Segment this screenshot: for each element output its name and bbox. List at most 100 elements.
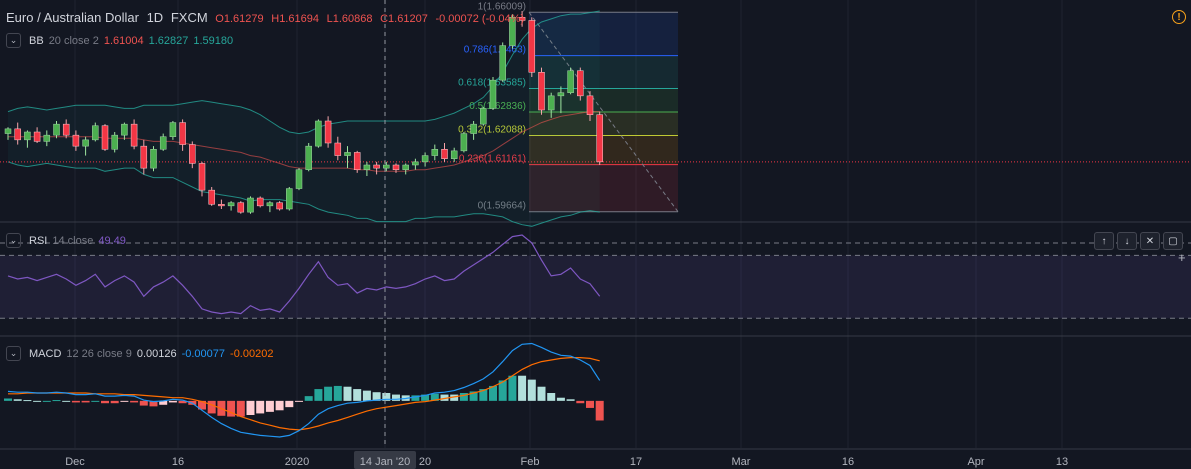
candle-body <box>53 123 60 136</box>
time-axis-label: 13 <box>1056 456 1068 468</box>
macd-histogram-bar <box>62 400 71 402</box>
candle-body <box>266 202 274 207</box>
fib-zone <box>529 135 678 165</box>
macd-histogram-bar <box>595 400 604 421</box>
macd-histogram-bar <box>246 400 255 415</box>
maximize-icon[interactable]: ▢ <box>1163 232 1183 250</box>
macd-signal-line <box>8 357 600 431</box>
chevron-down-icon[interactable]: ⌄ <box>6 346 21 361</box>
candle-body <box>441 149 448 159</box>
bb-lower-line <box>7 161 600 227</box>
candle-body <box>140 145 148 169</box>
time-axis-label: Apr <box>967 456 984 468</box>
time-axis-label: Mar <box>732 456 751 468</box>
candle-body <box>373 164 380 169</box>
ohlc-open: O1.61279 <box>215 13 264 25</box>
fib-level-label: 0(1.59664) <box>478 201 526 212</box>
candle-body <box>33 131 41 142</box>
macd-value-3: -0.00202 <box>230 347 274 360</box>
plus-icon[interactable]: + <box>1178 250 1186 265</box>
macd-histogram-bar <box>421 394 430 401</box>
pane-controls: ↑ ↓ ✕ ▢ <box>1094 232 1183 250</box>
candle-body <box>470 123 477 134</box>
candle-body <box>460 133 468 152</box>
alert-icon[interactable]: ! <box>1172 10 1186 24</box>
fib-zone <box>529 12 678 56</box>
macd-histogram-bar <box>236 400 245 417</box>
rsi-legend: ⌄ RSI 14 close 49.49 <box>6 233 126 248</box>
candle-body <box>315 120 322 147</box>
macd-histogram-bar <box>52 400 61 402</box>
macd-histogram-bar <box>178 400 187 404</box>
macd-histogram-bar <box>265 400 274 412</box>
candle-body <box>480 108 487 125</box>
macd-histogram-bar <box>440 394 449 401</box>
fib-level-label: 0.786(1.6463) <box>464 45 526 56</box>
macd-name: MACD <box>29 347 62 360</box>
macd-histogram-bar <box>295 400 303 402</box>
candle-body <box>179 122 186 145</box>
symbol-pair[interactable]: Euro / Australian Dollar <box>6 10 139 25</box>
fib-level-label: 0.236(1.61161) <box>459 154 526 165</box>
macd-histogram-bar <box>149 400 158 407</box>
candle-body <box>150 149 157 169</box>
macd-histogram-bar <box>450 394 459 401</box>
candle-body <box>198 163 206 191</box>
move-up-icon[interactable]: ↑ <box>1094 232 1114 250</box>
candle-body <box>489 79 497 109</box>
macd-histogram-bar <box>285 400 294 408</box>
time-axis-label: Dec <box>65 456 85 468</box>
crosshair-date-box <box>354 451 416 469</box>
candle-body <box>159 136 167 150</box>
ohlc-low: L1.60868 <box>326 13 373 25</box>
candle-body <box>121 123 128 136</box>
candle-body <box>567 70 574 93</box>
time-axis-label: 20 <box>419 456 431 468</box>
candle-body <box>499 45 506 81</box>
candle-body <box>130 123 138 147</box>
candle-body <box>72 134 80 147</box>
candle-body <box>344 152 351 156</box>
move-down-icon[interactable]: ↓ <box>1117 232 1137 250</box>
candle-body <box>43 134 51 142</box>
candle-body <box>14 128 21 141</box>
close-icon[interactable]: ✕ <box>1140 232 1160 250</box>
macd-histogram-bar <box>198 400 206 410</box>
chevron-down-icon[interactable]: ⌄ <box>6 233 21 248</box>
candle-body <box>450 150 458 159</box>
candle-body <box>24 131 31 141</box>
candle-body <box>247 197 254 213</box>
fib-level-label: 0.5(1.62836) <box>469 101 526 112</box>
macd-histogram-bar <box>139 400 148 406</box>
candle-body <box>577 70 584 97</box>
macd-params: 12 26 close 9 <box>66 347 132 360</box>
bb-legend: ⌄ BB 20 close 2 1.61004 1.62827 1.59180 <box>6 33 233 48</box>
macd-legend: ⌄ MACD 12 26 close 9 0.00126 -0.00077 -0… <box>6 346 273 361</box>
macd-histogram-bar <box>42 400 51 402</box>
candle-body <box>237 202 245 213</box>
candle-body <box>324 120 332 144</box>
candle-body <box>189 144 196 164</box>
chevron-down-icon[interactable]: ⌄ <box>6 33 21 48</box>
candle-body <box>276 202 283 210</box>
time-axis-label: 16 <box>172 456 184 468</box>
candle-body <box>334 142 342 156</box>
rsi-value: 49.49 <box>98 234 126 247</box>
fib-zone <box>529 164 678 212</box>
rsi-params: 14 close <box>52 234 94 247</box>
macd-histogram-bar <box>168 400 177 403</box>
time-axis-label: 17 <box>630 456 642 468</box>
candle-body <box>412 161 419 166</box>
macd-histogram-bar <box>275 400 284 411</box>
time-axis-label: 2020 <box>285 456 309 468</box>
interval[interactable]: 1D <box>146 10 164 25</box>
candle-body <box>169 122 177 137</box>
candle-body <box>363 164 371 170</box>
macd-histogram-bar <box>498 380 507 401</box>
bb-name: BB <box>29 34 44 47</box>
rsi-band-fill <box>0 255 1191 319</box>
macd-histogram-bar <box>362 390 371 401</box>
macd-histogram-bar <box>159 400 168 405</box>
candle-body <box>402 164 409 170</box>
